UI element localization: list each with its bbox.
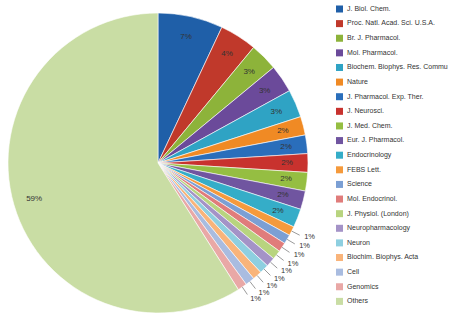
data-label: 4% <box>221 49 233 58</box>
legend-label: Nature <box>347 78 368 85</box>
data-label: 59% <box>26 194 42 203</box>
legend-swatch <box>336 210 343 217</box>
legend-swatch <box>336 49 343 56</box>
leader-line <box>292 231 300 235</box>
legend-label: J. Biol. Chem. <box>347 5 391 12</box>
legend-swatch <box>336 20 343 27</box>
slice <box>8 13 238 313</box>
legend-swatch <box>336 181 343 188</box>
legend-swatch <box>336 35 343 42</box>
leader-line <box>250 282 256 289</box>
legend-label: Science <box>347 180 372 187</box>
legend-label: J. Physiol. (London) <box>347 210 409 218</box>
legend-swatch <box>336 152 343 159</box>
leader-line <box>277 255 284 261</box>
legend-label: Eur. J. Pharmacol. <box>347 136 404 143</box>
data-label: 2% <box>281 158 293 167</box>
legend-swatch <box>336 79 343 86</box>
data-label: 2% <box>277 190 289 199</box>
legend-label: Biochem. Biophys. Res. Commu <box>347 63 448 71</box>
legend-swatch <box>336 298 343 305</box>
data-label: 2% <box>277 126 289 135</box>
legend-swatch <box>336 166 343 173</box>
leader-line <box>242 287 247 294</box>
leader-line <box>287 239 295 244</box>
data-label: 2% <box>280 142 292 151</box>
chart: 7%4%3%3%3%2%2%2%2%2%2%1%1%1%1%1%1%1%1%1%… <box>0 0 465 327</box>
legend-swatch <box>336 239 343 246</box>
data-labels: 7%4%3%3%3%2%2%2%2%2%2%1%1%1%1%1%1%1%1%1%… <box>26 32 315 302</box>
legend-label: Genomics <box>347 283 379 290</box>
data-label: 1% <box>304 232 315 241</box>
legend-label: Mol. Pharmacol. <box>347 49 398 56</box>
legend-label: Proc. Natl. Acad. Sci. U.S.A. <box>347 19 435 26</box>
data-label: 3% <box>271 107 283 116</box>
legend-swatch <box>336 122 343 129</box>
legend-label: Cell <box>347 268 360 275</box>
legend-label: Others <box>347 297 369 304</box>
legend-label: Br. J. Pharmacol. <box>347 34 400 41</box>
data-label: 3% <box>259 86 271 95</box>
data-label: 1% <box>250 294 261 303</box>
legend-label: J. Neurosci. <box>347 107 384 114</box>
data-label: 2% <box>280 174 292 183</box>
legend-label: Biochim. Biophys. Acta <box>347 253 418 261</box>
legend: J. Biol. Chem. Proc. Natl. Acad. Sci. U.S… <box>336 5 448 305</box>
data-label: 2% <box>272 206 284 215</box>
legend-swatch <box>336 6 343 13</box>
legend-swatch <box>336 108 343 115</box>
legend-label: FEBS Lett. <box>347 166 381 173</box>
legend-swatch <box>336 64 343 71</box>
data-label: 3% <box>243 67 255 76</box>
leader-line <box>264 269 270 275</box>
legend-label: Endocrinology <box>347 151 392 159</box>
legend-swatch <box>336 137 343 144</box>
data-label: 1% <box>299 241 310 250</box>
legend-swatch <box>336 254 343 261</box>
legend-label: Neuron <box>347 239 370 246</box>
legend-label: Mol. Endocrinol. <box>347 195 397 202</box>
leader-line <box>257 276 263 283</box>
data-label: 7% <box>180 32 192 41</box>
legend-swatch <box>336 196 343 203</box>
legend-swatch <box>336 93 343 100</box>
pie: 7%4%3%3%3%2%2%2%2%2%2%1%1%1%1%1%1%1%1%1%… <box>8 13 315 313</box>
legend-label: Neuropharmacology <box>347 224 411 232</box>
legend-label: J. Pharmacol. Exp. Ther. <box>347 93 424 101</box>
legend-swatch <box>336 269 343 276</box>
legend-swatch <box>336 283 343 290</box>
leader-line <box>282 247 289 252</box>
leader-line <box>271 262 278 268</box>
legend-swatch <box>336 225 343 232</box>
legend-label: J. Med. Chem. <box>347 122 393 129</box>
